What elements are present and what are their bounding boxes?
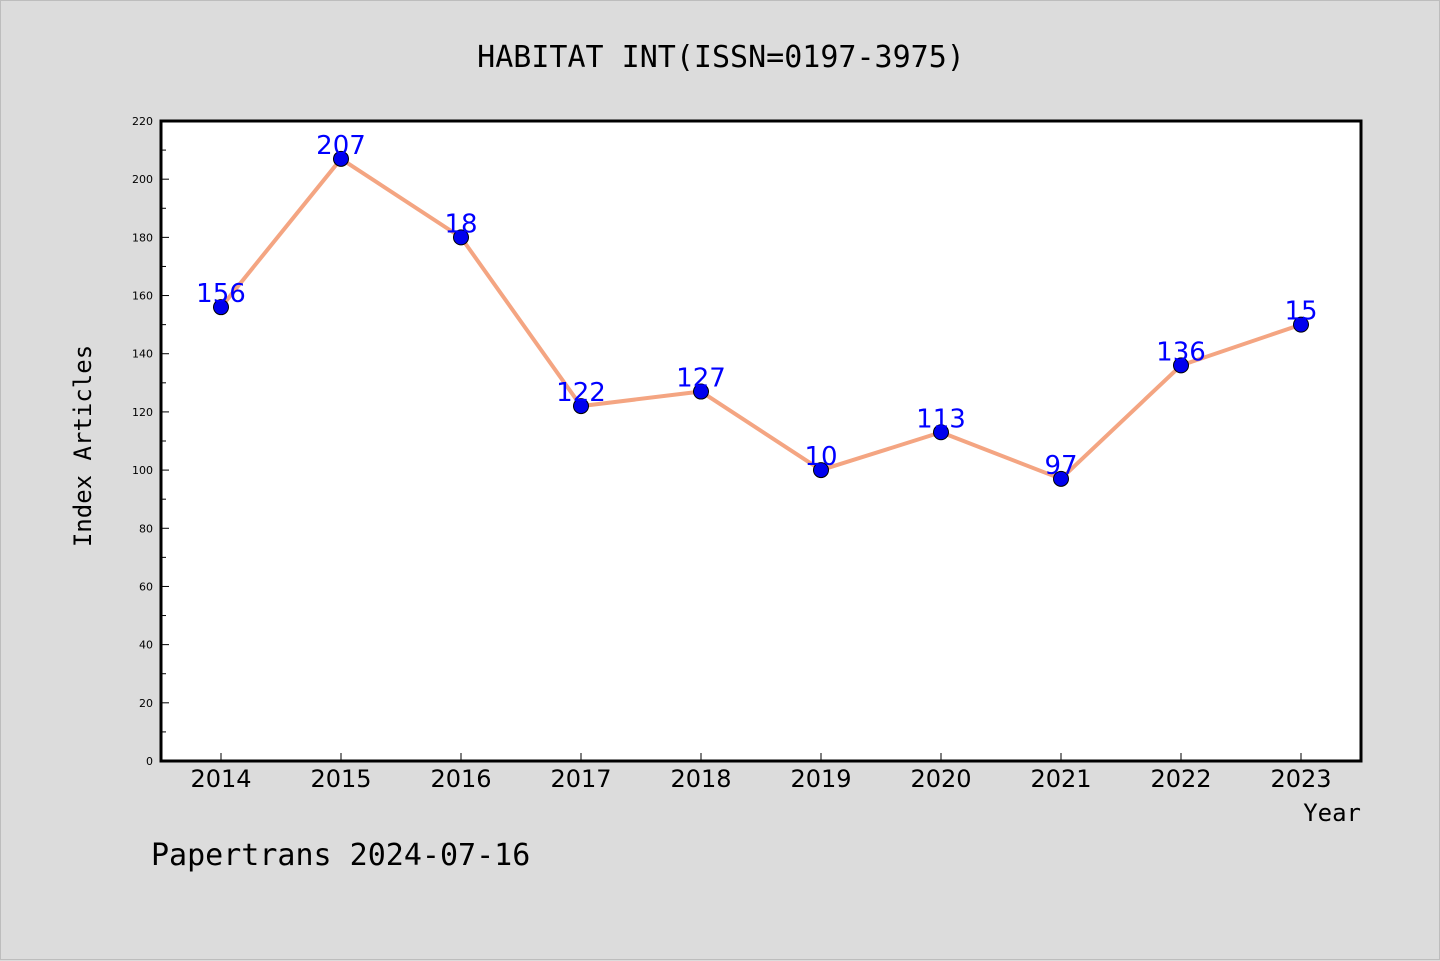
y-axis: 0 20 40 60 80 100 120 140 160 180 200 220 bbox=[132, 115, 169, 768]
data-label: 15 bbox=[1284, 297, 1317, 327]
x-axis-label: Year bbox=[1303, 799, 1361, 827]
plot-area bbox=[159, 119, 1363, 763]
y-tick-label: 180 bbox=[132, 231, 153, 244]
data-label: 136 bbox=[1156, 337, 1206, 367]
y-tick-label: 120 bbox=[132, 406, 153, 419]
data-label: 113 bbox=[916, 404, 966, 434]
data-point bbox=[1173, 357, 1189, 374]
x-tick-label: 2020 bbox=[910, 765, 971, 793]
x-tick-label: 2022 bbox=[1150, 765, 1211, 793]
y-tick-label: 140 bbox=[132, 348, 153, 361]
data-point bbox=[1053, 470, 1069, 487]
y-tick-label: 20 bbox=[139, 697, 153, 710]
data-point bbox=[1293, 316, 1309, 333]
x-tick-label: 2018 bbox=[670, 765, 731, 793]
data-label: 18 bbox=[444, 209, 477, 239]
y-tick-label: 160 bbox=[132, 290, 153, 303]
data-point bbox=[573, 398, 589, 415]
data-label: 10 bbox=[804, 442, 837, 472]
data-label: 122 bbox=[556, 378, 606, 408]
y-tick-label: 100 bbox=[132, 464, 153, 477]
data-point bbox=[213, 299, 229, 316]
data-point bbox=[333, 150, 349, 167]
chart-title: HABITAT INT(ISSN=0197-3975) bbox=[477, 40, 965, 75]
data-point bbox=[933, 424, 949, 441]
x-tick-label: 2014 bbox=[190, 765, 251, 793]
x-tick-label: 2023 bbox=[1270, 765, 1331, 793]
series-line bbox=[219, 156, 1302, 481]
x-tick-label: 2017 bbox=[550, 765, 611, 793]
y-tick-label: 80 bbox=[139, 522, 153, 535]
y-tick-label: 200 bbox=[132, 173, 153, 186]
x-tick-label: 2019 bbox=[790, 765, 851, 793]
data-label: 127 bbox=[676, 364, 726, 394]
x-tick-label: 2016 bbox=[430, 765, 491, 793]
y-axis-label: Index Articles bbox=[69, 345, 97, 547]
data-point bbox=[813, 462, 829, 479]
y-tick-label: 60 bbox=[139, 580, 153, 593]
data-point bbox=[693, 383, 709, 400]
x-tick-label: 2015 bbox=[310, 765, 371, 793]
series-layer: 156 207 18 122 127 10 113 97 136 15 bbox=[196, 131, 1318, 487]
footer-credit: Papertrans 2024-07-16 bbox=[151, 838, 530, 873]
y-tick-label: 0 bbox=[146, 755, 153, 768]
data-label: 97 bbox=[1044, 451, 1077, 481]
y-tick-label: 40 bbox=[139, 639, 153, 652]
x-tick-label: 2021 bbox=[1030, 765, 1091, 793]
x-axis: 2014 2015 2016 2017 2018 2019 2020 2021 2022 2023 bbox=[190, 753, 1332, 793]
data-label: 156 bbox=[196, 279, 246, 309]
data-point bbox=[453, 229, 469, 246]
y-tick-label: 220 bbox=[132, 115, 153, 128]
data-label: 207 bbox=[316, 131, 366, 161]
